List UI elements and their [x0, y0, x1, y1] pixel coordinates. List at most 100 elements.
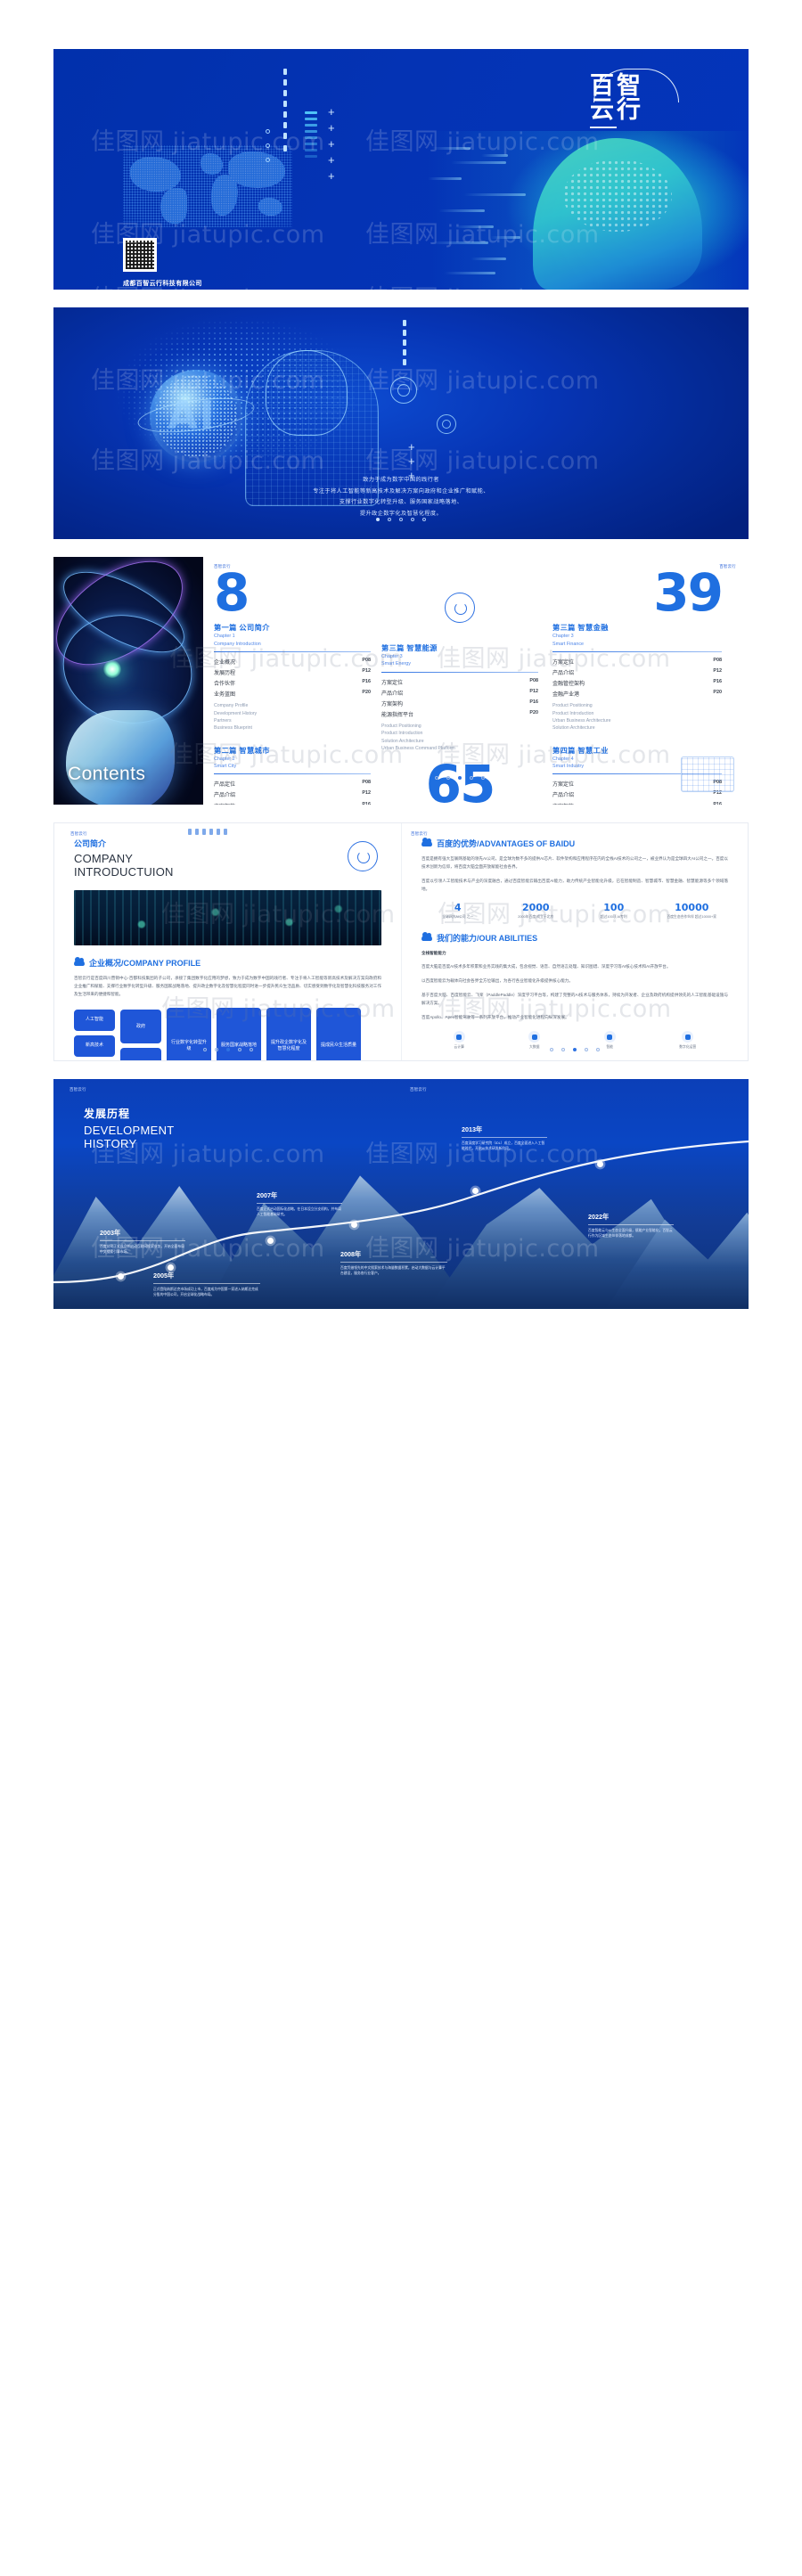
timeline-node[interactable]	[351, 1222, 357, 1228]
page-dot[interactable]	[411, 518, 414, 521]
toc-row[interactable]: 产品介绍 P12	[552, 790, 722, 799]
toc-row[interactable]: 产品定位 P08	[214, 780, 371, 789]
page-contents: Contents 百智云行 百智云行 8 第一篇 公司简介 Chapter 1 …	[53, 557, 749, 805]
flow-box[interactable]: 行业数字化转型升级	[167, 1007, 211, 1060]
milestone-year: 2022年	[588, 1213, 610, 1221]
stat-number: 10000	[675, 901, 709, 913]
stat-item: 4 全球四大AI公司 之一	[421, 902, 495, 920]
contents-title: Contents	[68, 764, 146, 784]
toc-row[interactable]: 产品介绍 P12	[381, 688, 538, 697]
stat-label: 百度生态合作伙伴 超过10000+家	[667, 914, 717, 919]
page-indicator[interactable]	[402, 1048, 748, 1051]
chapter-block-4[interactable]: 第四篇 智慧工业 Chapter 4 Smart Industry 方案定位P0…	[552, 745, 722, 805]
flow-box[interactable]: 新高技术	[74, 1034, 115, 1057]
ai-head-graphic	[428, 131, 749, 290]
page-dot[interactable]	[550, 1048, 553, 1051]
milestone-desc: 百度深度学习研究院（IDL）成立，百度全面进入人工智能时代，开启AI技术研发新阶…	[462, 1141, 545, 1151]
ai-watermark-text: AI	[168, 393, 217, 438]
timeline-node[interactable]	[597, 1161, 603, 1167]
toc-row[interactable]: 发展历程 P12	[214, 668, 371, 677]
qr-code[interactable]	[123, 238, 157, 272]
timeline-node[interactable]	[472, 1188, 479, 1194]
flow-box[interactable]: 提成民众生活质量	[316, 1007, 361, 1060]
page-dot[interactable]	[585, 1048, 588, 1051]
page-dot[interactable]	[481, 776, 485, 780]
abilities-heading-text: 我们的能力/OUR ABILITIES	[437, 933, 538, 943]
milestone-2005[interactable]: 2005年 正式登陆纳斯达克市场成功上市，百度成为中国第一家进入纳斯达克成分股的…	[153, 1272, 260, 1298]
milestone-2003[interactable]: 2003年 百度公司正式成立并启动互联网搜索业务，开始全面布局中文搜索引擎市场。	[100, 1229, 185, 1255]
page-dot[interactable]	[249, 1048, 253, 1051]
page-indicator[interactable]	[353, 776, 567, 780]
chapter-block-2[interactable]: 第二篇 智慧城市 Chapter 2 Smart City 产品定位 P08 产品…	[214, 745, 371, 805]
milestone-2007[interactable]: 2007年 百度正式启动国际化战略，在日本设立分支机构，并布局人工智能基础研究。	[257, 1191, 342, 1218]
capability-item: 大数据	[528, 1031, 541, 1050]
profile-heading-text: 企业概况/COMPANY PROFILE	[89, 958, 201, 968]
page-dot[interactable]	[225, 1048, 230, 1051]
chapter-label-en: Chapter 1	[214, 634, 235, 640]
flow-box[interactable]: 人工智能	[74, 1009, 115, 1031]
milestone-year: 2007年	[257, 1191, 278, 1199]
business-flow-diagram: 人工智能 新高技术 解决方案 政府 企业 行业数字化转型升级 服务国家战略落地 …	[74, 1007, 381, 1060]
chapter-block-energy[interactable]: 第三篇 智慧能源 Chapter 3 Smart Energy 方案定位 P08 …	[381, 642, 538, 752]
flow-box[interactable]: 企业	[120, 1048, 161, 1060]
chapter-block-1[interactable]: 第一篇 公司简介 Chapter 1 Company Introduction …	[214, 622, 371, 732]
page-dot[interactable]	[596, 1048, 600, 1051]
mission-line: 支撑行业数字化转型升级、服务国家战略落地、	[339, 499, 463, 506]
page-dot[interactable]	[573, 1048, 577, 1051]
page-dot[interactable]	[446, 776, 450, 780]
world-map-graphic	[123, 145, 292, 227]
stat-item: 100 超过100项 AI专利	[577, 902, 651, 920]
chapter-title-cn: 第三篇 智慧能源	[381, 644, 438, 652]
page-dot[interactable]	[458, 776, 462, 780]
milestone-2008[interactable]: 2008年 百度凭借领先的中文搜索技术与海量数据积累，启动大数据与云计算平台建设…	[340, 1250, 447, 1277]
milestone-desc: 百度智能云与AI生态全面升级，赋能产业智能化，百智云行作为区域生态伙伴落地成都。	[588, 1228, 673, 1239]
chapter-block-3[interactable]: 第三篇 智慧金融 Chapter 3 Smart Finance 方案定位 P08…	[552, 622, 722, 732]
stat-number: 100	[603, 901, 625, 913]
timeline-node[interactable]	[267, 1238, 274, 1244]
toc-row[interactable]: 产品介绍 P12	[214, 790, 371, 799]
page-dot[interactable]	[388, 518, 391, 521]
plus-icon: +	[328, 121, 335, 135]
flow-box[interactable]: 服务国家战略落地	[217, 1007, 261, 1060]
page-dot[interactable]	[422, 518, 426, 521]
toc-row[interactable]: 能源指挥平台 P20	[381, 710, 538, 719]
page-dot[interactable]	[561, 1048, 565, 1051]
flow-box[interactable]: 提升政企数字化及智慧化程度	[266, 1007, 311, 1060]
toc-row[interactable]: 合作伙伴 P16	[214, 679, 371, 688]
toc-row[interactable]: 产品介绍 P12	[552, 668, 722, 677]
toc-row[interactable]: 企业概况 P08	[214, 657, 371, 666]
page-dot[interactable]	[470, 776, 473, 780]
chapter-title-en: Smart Industry	[552, 764, 585, 769]
page-indicator[interactable]	[54, 1048, 401, 1051]
section-title-en-line2: INTRODUCTUION	[74, 865, 174, 879]
milestone-2022[interactable]: 2022年 百度智能云与AI生态全面升级，赋能产业智能化，百智云行作为区域生态伙…	[588, 1213, 674, 1239]
page-dot[interactable]	[399, 518, 403, 521]
toc-row[interactable]: 金融产业港 P20	[552, 690, 722, 699]
page-dot[interactable]	[376, 518, 380, 521]
abilities-body-3: 以百度智能云为载体向社会各界全方位输出，为各行各业智能化升级提供核心能力。	[421, 978, 573, 984]
timeline-node[interactable]	[168, 1264, 174, 1271]
mission-statement: 致力于成为数字中国的践行者 专注于将人工智能等新高技术及解决方案向政府和企业推广…	[53, 475, 749, 520]
toc-row[interactable]: 业务蓝图 P20	[214, 690, 371, 699]
milestone-2013[interactable]: 2013年 百度深度学习研究院（IDL）成立，百度全面进入人工智能时代，开启AI…	[462, 1125, 547, 1152]
spiral-icon	[348, 841, 378, 871]
flow-column-inputs: 人工智能 新高技术 解决方案	[74, 1008, 115, 1060]
timeline-node[interactable]	[118, 1273, 124, 1280]
toc-en-list: Product Positioning Product Introduction…	[381, 724, 455, 752]
page-dot[interactable]	[237, 1048, 241, 1051]
capability-item: 智能	[603, 1031, 616, 1050]
page-dot[interactable]	[435, 776, 438, 780]
toc-row[interactable]: 金融管控架构 P16	[552, 679, 722, 688]
page-dot[interactable]	[214, 1048, 218, 1051]
ring-dot-icon	[266, 158, 270, 162]
company-intro-right: 百度的优势/ADVANTAGES OF BAIDU 百度是拥有强大互联网基础的领…	[401, 823, 748, 1060]
page-indicator[interactable]	[53, 518, 749, 521]
flow-box[interactable]: 政府	[120, 1010, 161, 1044]
page-dot[interactable]	[202, 1048, 207, 1051]
